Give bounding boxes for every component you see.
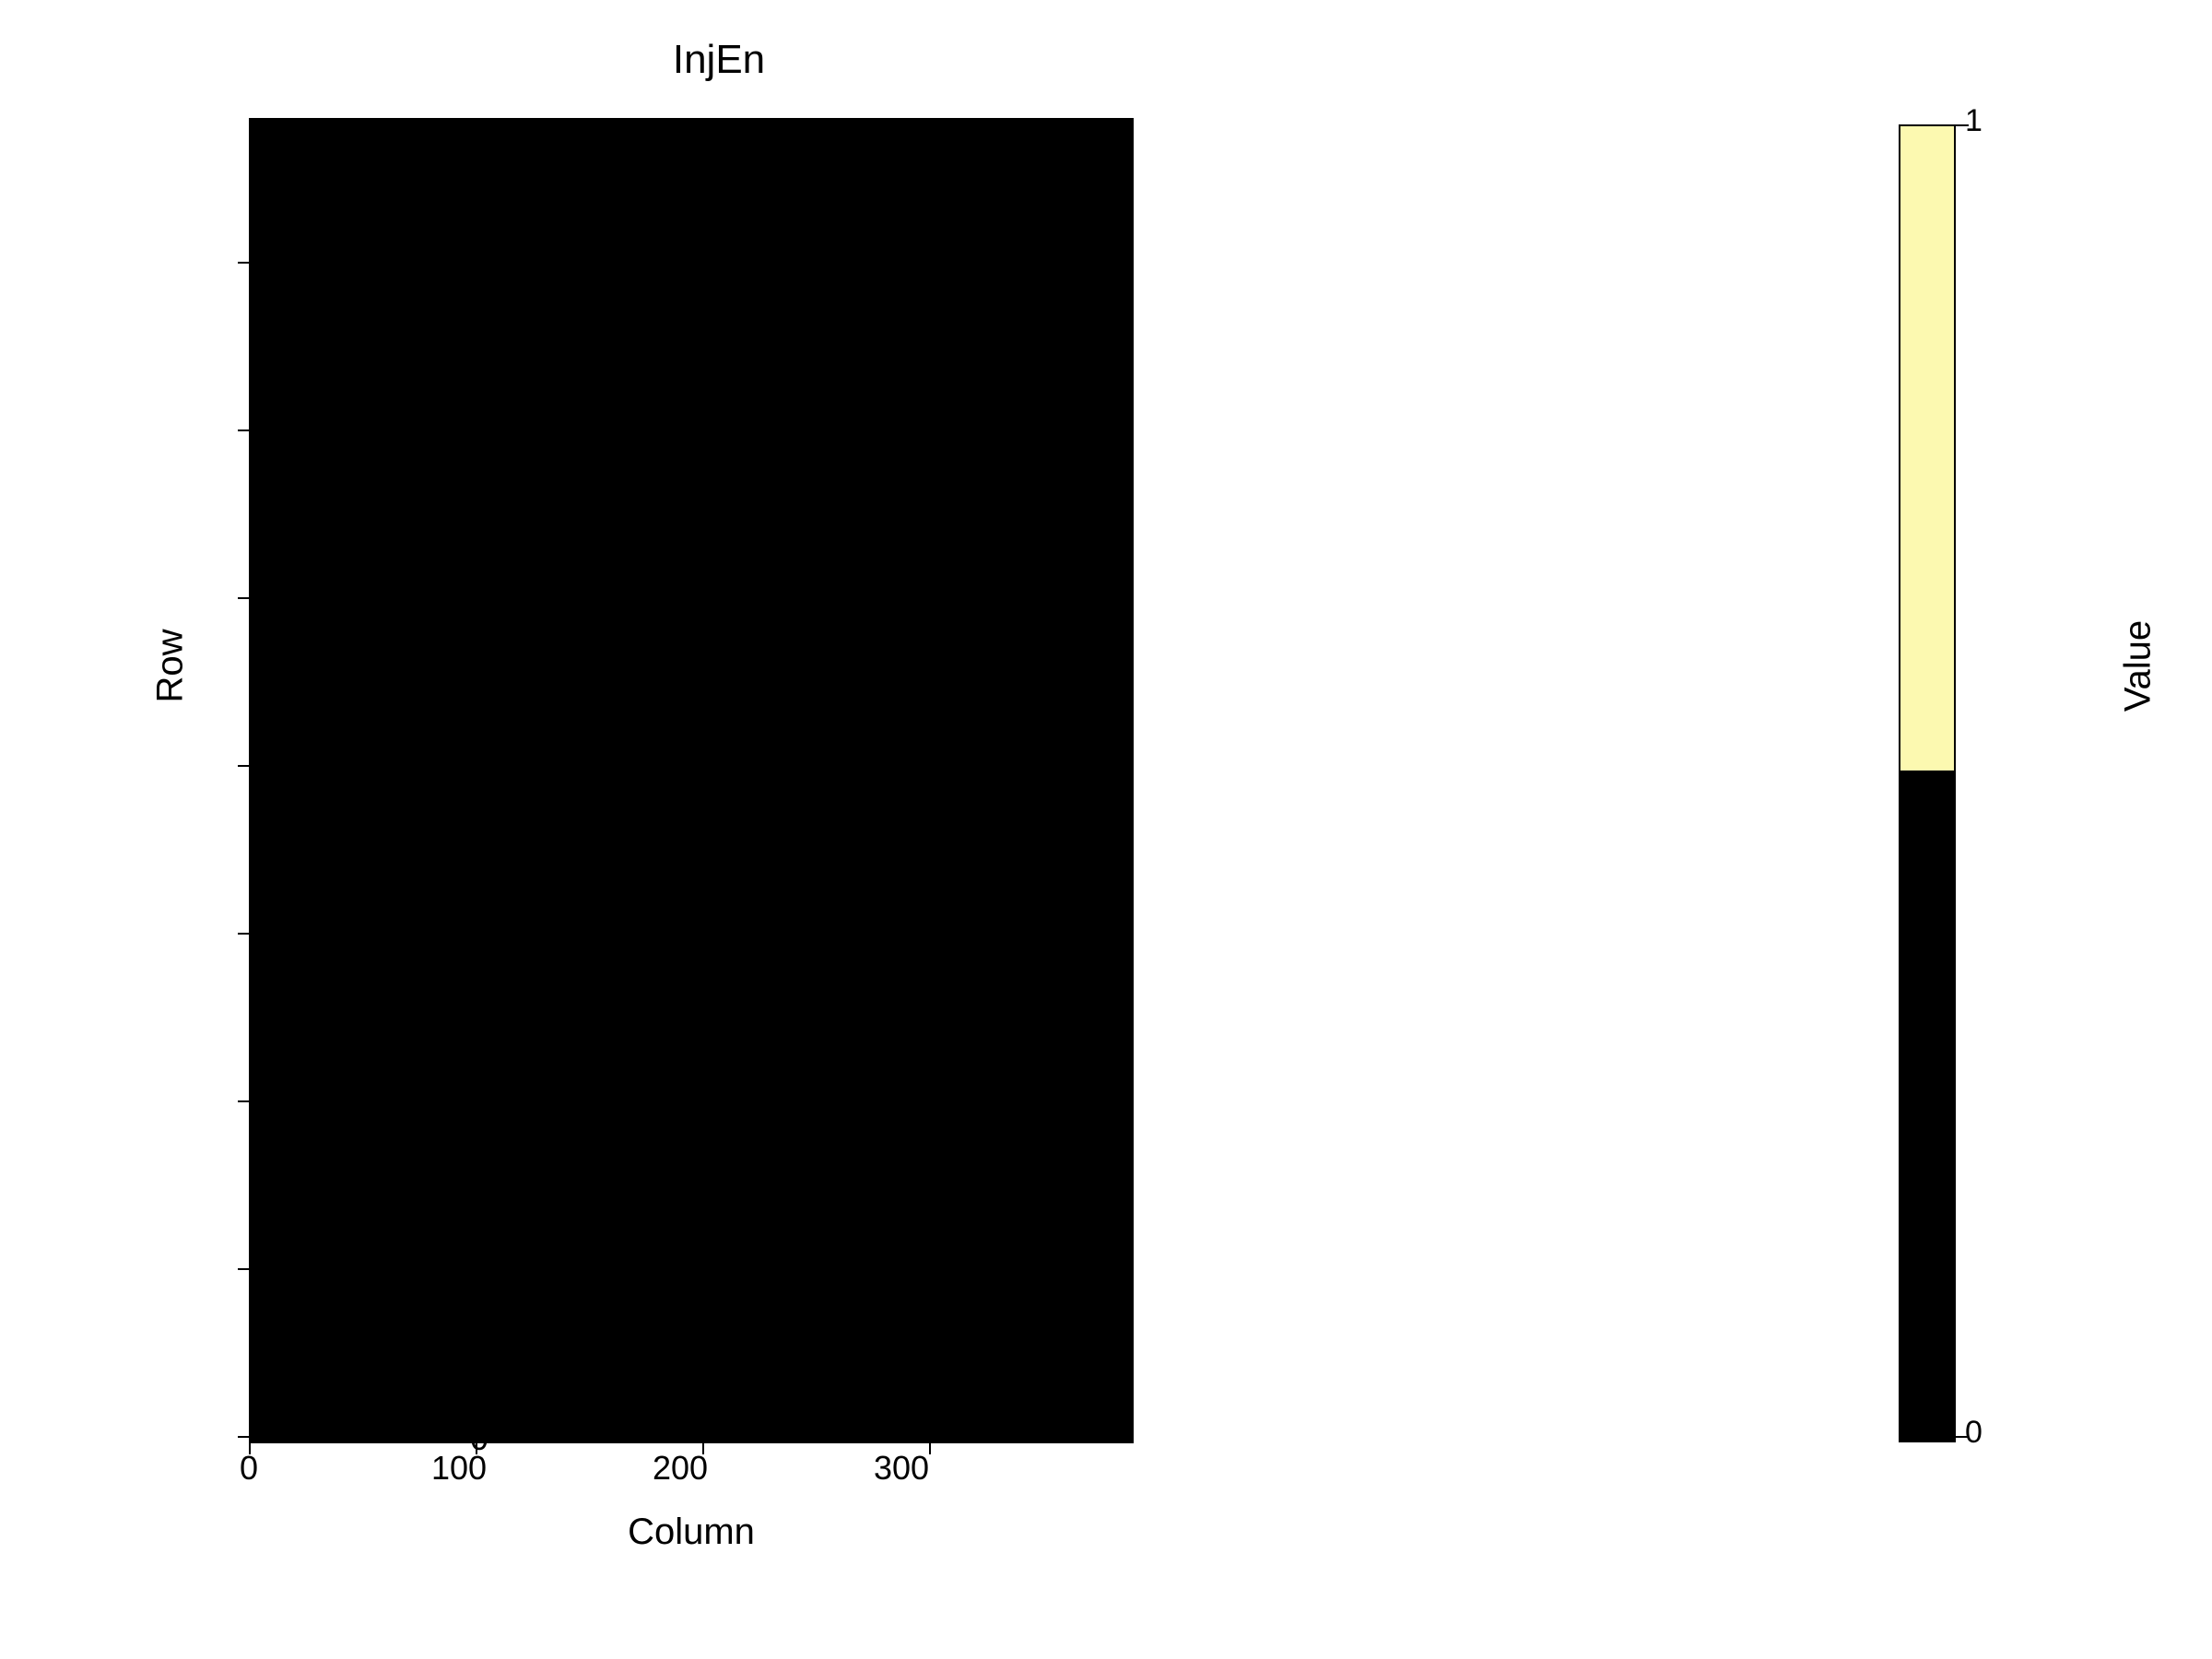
- y-tick-label-50: 50: [350, 1252, 488, 1290]
- y-tick-mark-250: [238, 597, 249, 599]
- x-tick-mark-200: [702, 1443, 704, 1454]
- y-tick-mark-150: [238, 933, 249, 935]
- colorbar-label: Value: [2118, 547, 2159, 786]
- colorbar-high-segment: [1900, 126, 1954, 771]
- colorbar-tick-label-0: 0: [1965, 1415, 1983, 1451]
- y-tick-mark-0: [238, 1436, 249, 1438]
- x-tick-mark-0: [249, 1443, 251, 1454]
- x-tick-label-300: 300: [855, 1449, 947, 1488]
- y-axis-label: Row: [150, 547, 192, 786]
- y-tick-label-350: 350: [350, 245, 488, 284]
- y-tick-label-250: 250: [350, 581, 488, 619]
- heatmap-chart: InjEn Row Column 0 50 100 150 200 250 30…: [0, 0, 2212, 1659]
- colorbar: [1899, 124, 1956, 1442]
- y-tick-label-150: 150: [350, 916, 488, 955]
- y-tick-mark-200: [238, 765, 249, 767]
- y-tick-label-200: 200: [350, 748, 488, 787]
- y-tick-mark-300: [238, 429, 249, 431]
- colorbar-low-segment: [1900, 771, 1954, 1441]
- chart-title: InjEn: [0, 37, 1438, 83]
- x-tick-label-100: 100: [413, 1449, 505, 1488]
- colorbar-tick-label-1: 1: [1965, 103, 1983, 139]
- x-tick-label-200: 200: [634, 1449, 726, 1488]
- x-axis-label: Column: [249, 1512, 1134, 1553]
- x-tick-mark-300: [929, 1443, 931, 1454]
- y-tick-label-300: 300: [350, 413, 488, 452]
- y-tick-label-100: 100: [350, 1084, 488, 1123]
- x-tick-mark-100: [476, 1443, 477, 1454]
- y-tick-mark-50: [238, 1268, 249, 1270]
- x-tick-label-0: 0: [203, 1449, 295, 1488]
- y-tick-mark-100: [238, 1100, 249, 1102]
- y-tick-mark-350: [238, 262, 249, 264]
